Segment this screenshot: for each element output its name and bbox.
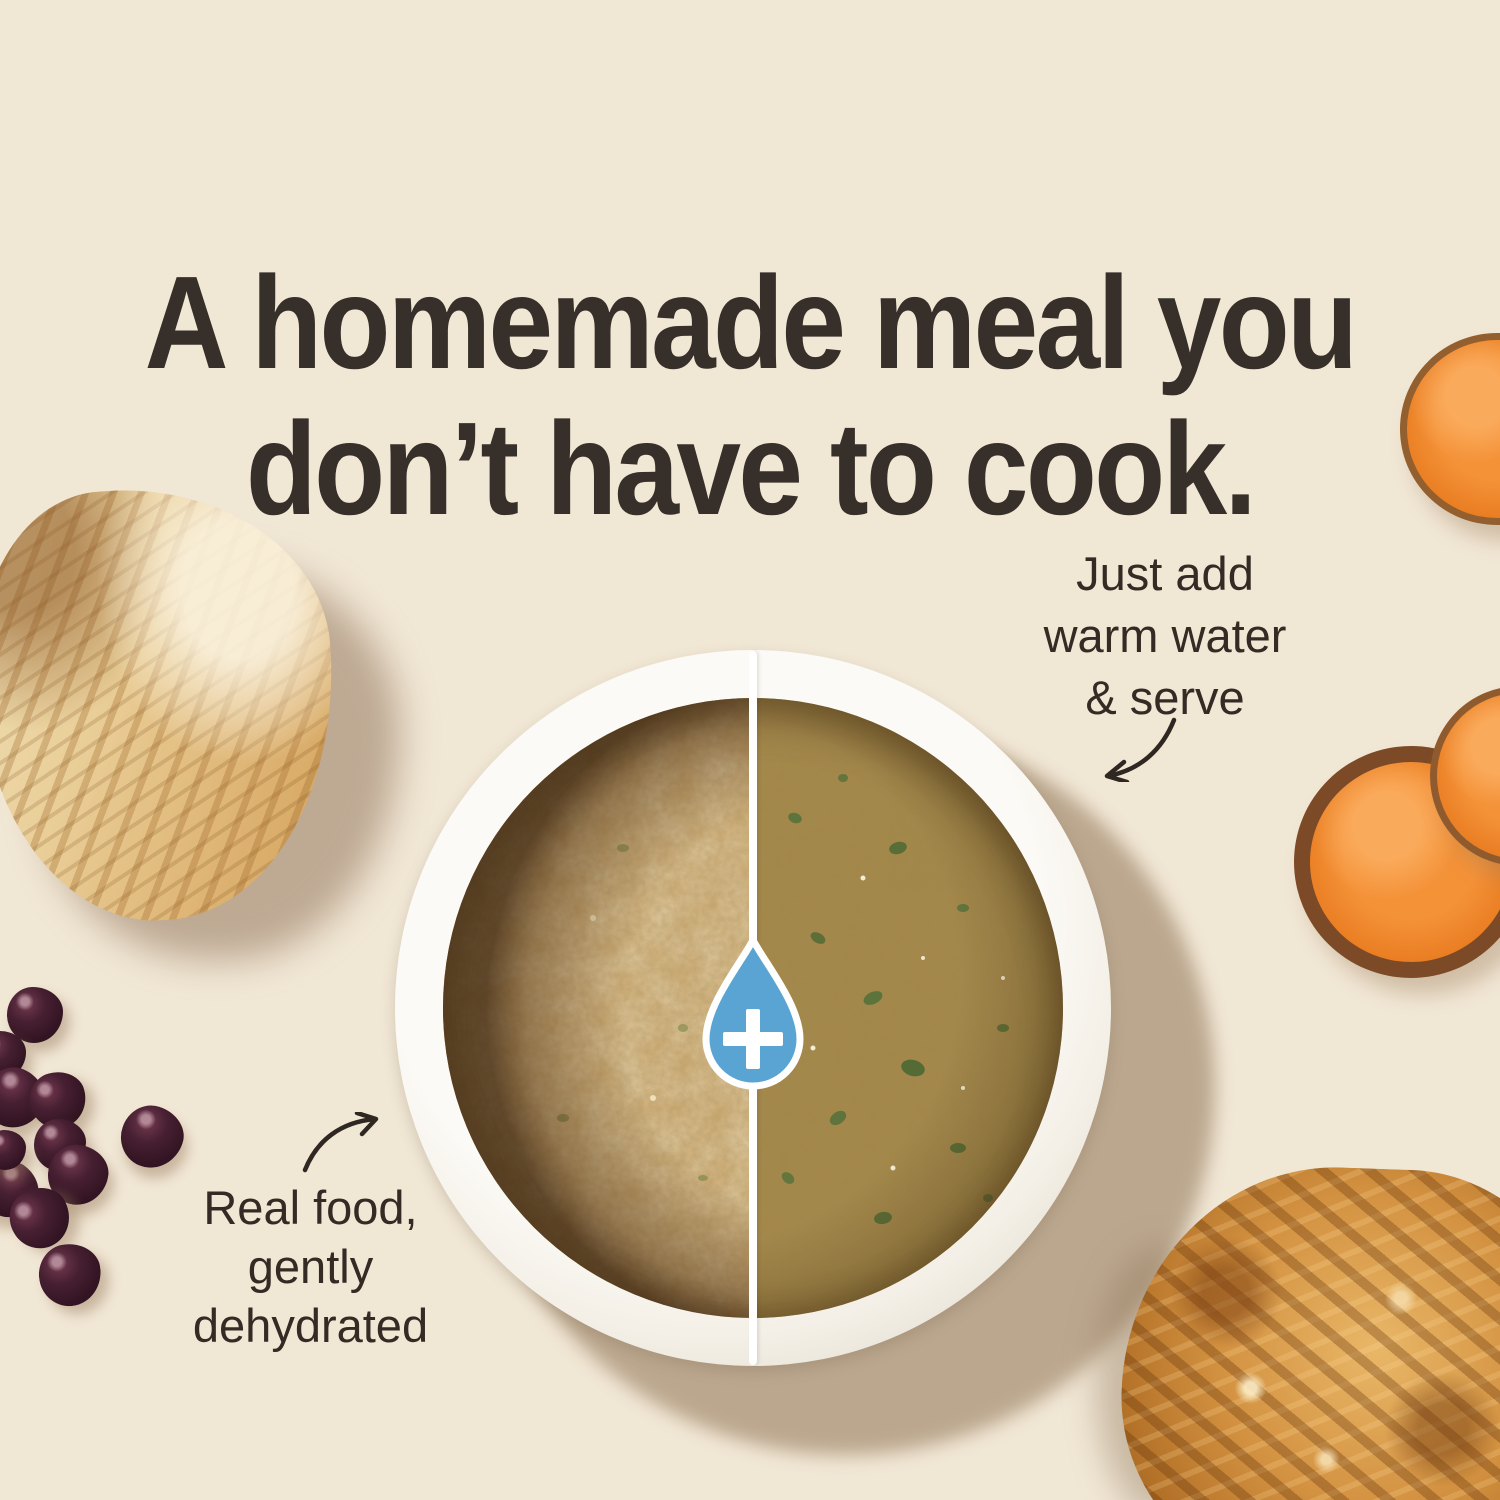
callout-line: dehydrated (192, 1299, 429, 1352)
plus-icon (723, 1009, 783, 1069)
bowl-food-split (443, 698, 1063, 1318)
dried-cranberry-photo (34, 1239, 106, 1311)
headline-line-2: don’t have to cook. (245, 395, 1257, 543)
callout-line: Just add (1076, 547, 1254, 600)
headline: A homemade meal you don’t have to cook. (90, 250, 1410, 542)
headline-line-1: A homemade meal you (144, 249, 1358, 397)
callout-line: warm water (1043, 609, 1287, 662)
callout-line: Real food, (203, 1181, 418, 1234)
callout-add-water: Just add warm water & serve (1010, 543, 1320, 729)
dried-cranberry-photo (7, 987, 63, 1043)
sweet-potato-slice-photo (1400, 333, 1500, 525)
curved-arrow-icon (302, 1112, 379, 1173)
dried-cranberry-photo (112, 1097, 192, 1177)
water-drop-plus-icon (702, 936, 804, 1090)
curved-arrow-icon (1104, 717, 1177, 782)
callout-line: gently (247, 1240, 374, 1293)
callout-line: & serve (1085, 671, 1245, 724)
callout-real-food: Real food, gently dehydrated (158, 1178, 463, 1355)
